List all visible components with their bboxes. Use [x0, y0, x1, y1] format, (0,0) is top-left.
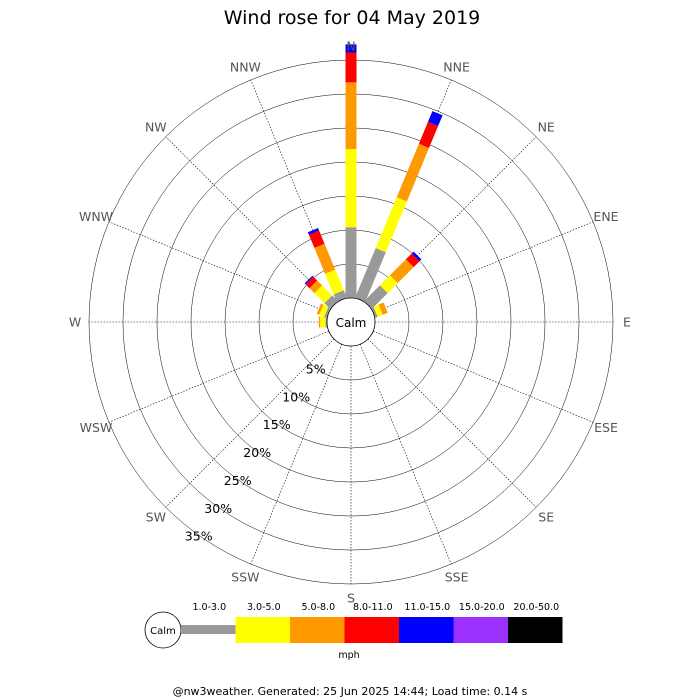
legend-label-1: 3.0-5.0 — [247, 602, 281, 613]
direction-label-ESE: ESE — [594, 420, 618, 435]
bar-W-2 — [318, 316, 321, 328]
percent-label-3: 20% — [243, 445, 271, 460]
bar-WNW-2 — [316, 303, 324, 315]
spoke-ESE — [373, 330, 594, 423]
spoke-SSE — [359, 344, 452, 565]
spoke-SE — [367, 338, 537, 508]
legend-swatch-2 — [290, 617, 345, 643]
bar-NW-2 — [309, 280, 323, 294]
direction-label-NNW: NNW — [230, 60, 261, 75]
direction-label-SW: SW — [146, 510, 166, 525]
bar-W-0 — [325, 316, 327, 328]
bar-NW-4 — [304, 275, 314, 285]
bar-N-2 — [345, 82, 357, 150]
bar-NW-1 — [314, 285, 333, 304]
direction-labels: N NNE NE ENE E ESE SE SSE S SSW SW WSW W WNW NW NNW — [69, 39, 631, 606]
bar-NNW-2 — [314, 243, 336, 274]
bar-WNW-1 — [319, 304, 329, 317]
bar-NE-0 — [364, 285, 388, 309]
bar-N-3 — [345, 52, 357, 83]
bar-NNE-1 — [375, 197, 407, 253]
legend-swatch-1 — [235, 617, 290, 643]
bar-NNE-4 — [428, 111, 443, 126]
direction-label-SE: SE — [538, 510, 554, 525]
legend-label-5: 15.0-20.0 — [459, 602, 505, 613]
spoke-WSW — [108, 330, 329, 423]
legend-calm-label: Calm — [150, 626, 176, 637]
bar-NW-0 — [324, 295, 338, 309]
direction-label-NE: NE — [538, 119, 555, 134]
calm-circle: Calm — [326, 297, 376, 347]
footer-text: @nw3weather. Generated: 25 Jun 2025 14:4… — [173, 685, 528, 698]
legend-swatch-3 — [344, 617, 399, 643]
bar-WNW-0 — [324, 306, 331, 318]
direction-label-N: N — [346, 39, 355, 54]
direction-label-NW: NW — [145, 119, 167, 134]
bar-W-1 — [320, 316, 326, 328]
percent-label-4: 25% — [224, 473, 252, 488]
bar-NE-3 — [405, 253, 420, 268]
legend-swatch-0 — [181, 625, 236, 634]
spoke-SW — [165, 338, 335, 508]
legend: Calm mph 1.0-3.0 3.0-5.0 5.0-8.0 8.0-11.0 11… — [144, 602, 563, 661]
percent-label-2: 15% — [263, 417, 291, 432]
legend-label-6: 20.0-50.0 — [513, 602, 559, 613]
chart-title: Wind rose for 04 May 2019 — [224, 7, 481, 29]
bar-NNE-0 — [355, 248, 386, 302]
bar-N-1 — [345, 149, 357, 228]
bar-NE-1 — [379, 275, 398, 294]
percent-label-6: 35% — [185, 529, 213, 544]
legend-swatch-4 — [399, 617, 454, 643]
percent-labels: 5% 10% 15% 20% 25% 30% 35% — [185, 362, 326, 544]
spoke-WNW — [108, 221, 329, 314]
legend-swatch-6 — [508, 617, 563, 643]
bar-NNW-3 — [308, 230, 325, 248]
bar-N-4 — [345, 44, 357, 53]
legend-label-0: 1.0-3.0 — [192, 602, 226, 613]
legend-label-2: 5.0-8.0 — [301, 602, 335, 613]
wind-bars — [304, 44, 443, 328]
bar-NE-4 — [411, 251, 422, 262]
legend-swatch-5 — [453, 617, 508, 643]
direction-label-NNE: NNE — [443, 60, 470, 75]
bar-NNW-1 — [325, 269, 344, 295]
legend-label-3: 8.0-11.0 — [353, 602, 393, 613]
legend-label-4: 11.0-15.0 — [404, 602, 450, 613]
bar-N-0 — [345, 227, 357, 298]
spoke-ENE — [373, 221, 594, 314]
direction-label-WNW: WNW — [79, 209, 113, 224]
bar-NW-3 — [305, 276, 318, 289]
bar-NNW-4 — [307, 228, 320, 235]
direction-label-WSW: WSW — [80, 420, 113, 435]
bar-ENE-1 — [373, 304, 383, 317]
spoke-NW — [165, 136, 335, 306]
calm-label: Calm — [336, 316, 367, 330]
direction-label-W: W — [69, 315, 81, 330]
bar-ENE-2 — [378, 302, 388, 315]
direction-label-SSW: SSW — [231, 570, 259, 585]
bar-NNE-2 — [396, 143, 429, 202]
direction-label-SSE: SSE — [445, 570, 469, 585]
bar-NE-2 — [390, 259, 414, 283]
bar-ENE-0 — [371, 306, 378, 318]
direction-label-ENE: ENE — [593, 209, 618, 224]
direction-label-E: E — [623, 315, 631, 330]
bar-NNE-3 — [418, 121, 439, 148]
percent-label-1: 10% — [282, 389, 310, 404]
direction-label-S: S — [347, 591, 355, 606]
percent-label-5: 30% — [204, 501, 232, 516]
legend-unit: mph — [338, 650, 359, 661]
spoke-SSW — [250, 344, 343, 565]
percent-label-0: 5% — [306, 362, 326, 377]
